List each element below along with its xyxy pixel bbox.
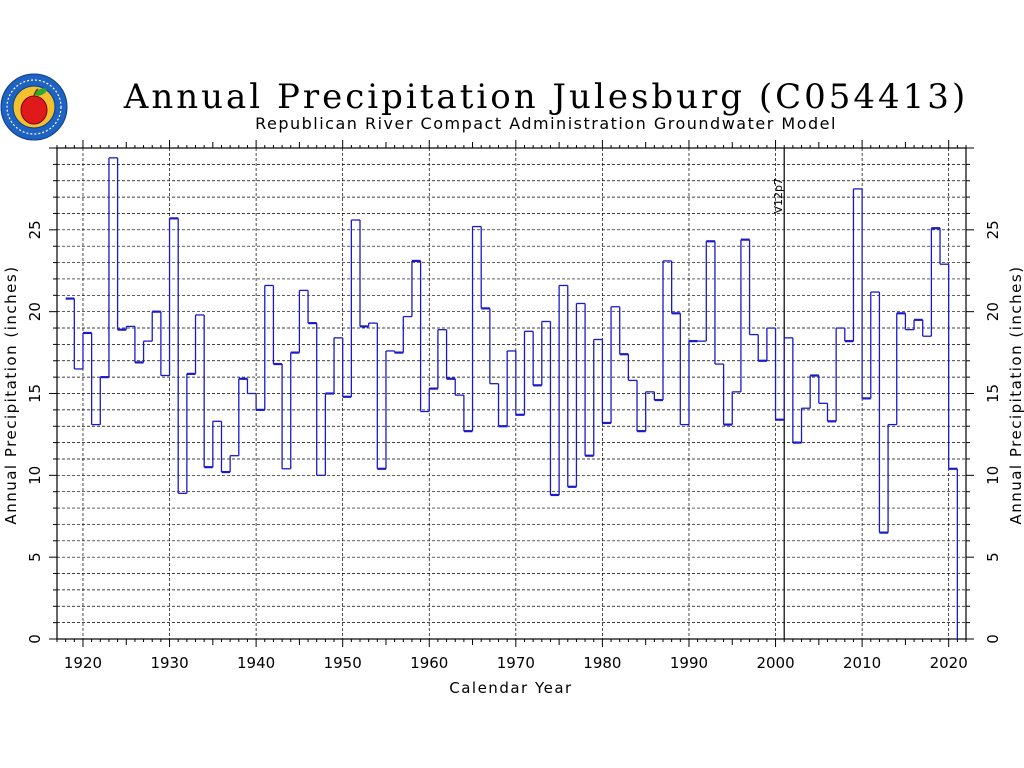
logo-ring-text-band bbox=[6, 79, 62, 135]
y-tick-label-left: 20 bbox=[26, 302, 44, 321]
tick-labels: 1920 1930 1940 1950 1960 1970 1980 1990 2000 2010… bbox=[26, 220, 1002, 672]
x-tick-label: 1980 bbox=[583, 654, 621, 672]
x-tick-label: 1930 bbox=[150, 654, 188, 672]
x-tick-label: 2010 bbox=[843, 654, 881, 672]
x-tick-label: 2020 bbox=[930, 654, 968, 672]
x-axis-label: Calendar Year bbox=[449, 679, 572, 697]
x-tick-label: 1920 bbox=[64, 654, 102, 672]
chart-title: Annual Precipitation Julesburg (C054413) bbox=[123, 77, 968, 117]
y-axis-label-left: Annual Precipitation (inches) bbox=[2, 265, 20, 524]
y-tick-label-right: 25 bbox=[984, 220, 1002, 239]
logo-apple-leaf bbox=[35, 88, 47, 96]
x-tick-label: 2000 bbox=[756, 654, 794, 672]
plot-frame bbox=[56, 147, 967, 640]
y-axis-label-right: Annual Precipitation (inches) bbox=[1007, 265, 1024, 524]
chart-subtitle: Republican River Compact Administration … bbox=[255, 114, 837, 133]
x-tick-label: 1990 bbox=[670, 654, 708, 672]
y-tick-label-left: 10 bbox=[26, 466, 44, 485]
y-tick-label-right: 15 bbox=[984, 384, 1002, 403]
precipitation-series bbox=[65, 157, 958, 639]
x-tick-label: 1940 bbox=[237, 654, 275, 672]
y-tick-label-left: 5 bbox=[26, 552, 44, 562]
gridlines bbox=[57, 148, 966, 639]
x-tick-label: 1950 bbox=[324, 654, 362, 672]
y-tick-label-left: 0 bbox=[26, 634, 44, 644]
x-tick-label: 1960 bbox=[410, 654, 448, 672]
logo-apple bbox=[20, 95, 48, 125]
y-tick-label-right: 5 bbox=[984, 552, 1002, 562]
x-tick-label: 1970 bbox=[497, 654, 535, 672]
apple-seal-logo-icon bbox=[0, 73, 68, 141]
y-tick-label-left: 25 bbox=[26, 220, 44, 239]
version-marker-label: V12p7 bbox=[772, 178, 785, 214]
y-tick-label-right: 20 bbox=[984, 302, 1002, 321]
y-tick-label-right: 0 bbox=[984, 634, 1002, 644]
y-tick-label-right: 10 bbox=[984, 466, 1002, 485]
y-tick-label-left: 15 bbox=[26, 384, 44, 403]
logo-apple-stem bbox=[33, 88, 39, 98]
